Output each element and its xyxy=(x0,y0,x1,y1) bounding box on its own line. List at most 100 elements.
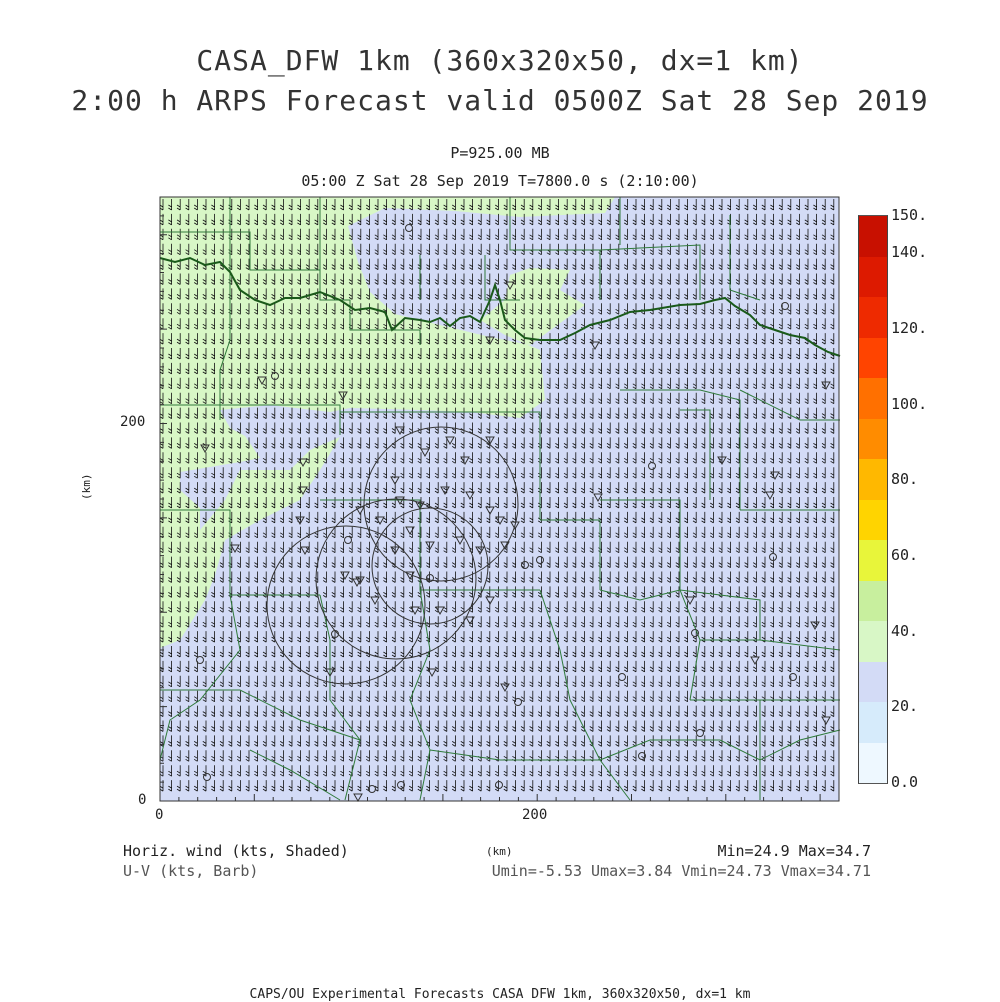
colorbar-segment xyxy=(858,336,888,378)
station-circle xyxy=(536,556,544,564)
station-triangle xyxy=(485,436,495,446)
radar-ring-inner xyxy=(371,507,489,625)
station-circle xyxy=(789,673,797,681)
station-triangle xyxy=(435,606,445,616)
station-triangle xyxy=(685,596,695,606)
wind-speed-shading xyxy=(160,197,839,801)
station-triangle xyxy=(353,793,363,803)
station-triangle xyxy=(765,491,775,501)
station-circle xyxy=(691,629,699,637)
station-triangle xyxy=(485,336,495,346)
y-tick-label-200: 200 xyxy=(120,414,146,430)
station-triangle xyxy=(200,444,210,454)
red-river-state-border xyxy=(159,256,841,357)
station-triangle xyxy=(427,668,437,678)
station-circle xyxy=(638,752,646,760)
colorbar-segment xyxy=(858,701,888,743)
station-triangle xyxy=(390,546,400,556)
station-circle xyxy=(781,302,789,310)
station-circle xyxy=(271,372,279,380)
station-triangle xyxy=(485,506,495,516)
colorbar-segment xyxy=(858,255,888,297)
station-triangle xyxy=(810,621,820,631)
station-triangle xyxy=(355,576,365,586)
field-min-max: Min=24.9 Max=34.7 xyxy=(717,842,871,860)
county-boundaries xyxy=(159,197,841,801)
colorbar-label: 0.0 xyxy=(891,773,919,791)
colorbar-segment xyxy=(858,498,888,540)
station-triangle xyxy=(355,506,365,516)
station-circle xyxy=(618,673,626,681)
station-triangle xyxy=(465,491,475,501)
shaded-field-label: Horiz. wind (kts, Shaded) xyxy=(123,842,349,860)
station-circle xyxy=(397,781,405,789)
station-triangle xyxy=(770,471,780,481)
station-triangle xyxy=(510,521,520,531)
colorbar-segment xyxy=(858,539,888,581)
station-triangle xyxy=(257,376,267,386)
station-circle xyxy=(495,781,503,789)
station-circle xyxy=(696,729,704,737)
colorbar-segment xyxy=(858,296,888,338)
station-markers xyxy=(196,224,831,803)
station-triangle xyxy=(593,493,603,503)
colorbar-segment xyxy=(858,458,888,500)
x-axis-unit: (km) xyxy=(486,845,513,858)
colorbar-segment xyxy=(858,620,888,662)
station-triangle xyxy=(495,516,505,526)
colorbar-label: 40. xyxy=(891,622,919,640)
barb-field-label: U-V (kts, Barb) xyxy=(123,862,259,880)
colorbar-segment xyxy=(858,417,888,459)
station-circle xyxy=(196,656,204,664)
station-circle xyxy=(405,224,413,232)
station-circle xyxy=(331,630,339,638)
x-tick-label-0: 0 xyxy=(155,807,164,823)
station-triangle xyxy=(821,381,831,391)
station-triangle xyxy=(505,281,515,291)
colorbar-segment xyxy=(858,741,888,784)
colorbar-label: 80. xyxy=(891,470,919,488)
station-triangle xyxy=(405,571,415,581)
station-circle xyxy=(769,553,777,561)
station-triangle xyxy=(338,391,348,401)
colorbar-label: 20. xyxy=(891,697,919,715)
station-triangle xyxy=(445,436,455,446)
y-tick-label-0: 0 xyxy=(138,792,147,808)
x-tick-label-200: 200 xyxy=(522,807,548,823)
station-circle xyxy=(368,785,376,793)
station-triangle xyxy=(440,486,450,496)
valid-time: 05:00 Z Sat 28 Sep 2019 T=7800.0 s (2:10… xyxy=(301,172,699,190)
station-triangle xyxy=(500,683,510,693)
station-triangle xyxy=(395,496,405,506)
station-triangle xyxy=(455,536,465,546)
colorbar-segment xyxy=(858,215,888,257)
station-triangle xyxy=(415,501,425,511)
station-triangle xyxy=(298,458,308,468)
colorbar-label: 150. xyxy=(891,206,928,224)
colorbar-label: 100. xyxy=(891,395,928,413)
station-circle xyxy=(648,462,656,470)
station-triangle xyxy=(590,341,600,351)
station-triangle xyxy=(395,426,405,436)
station-triangle xyxy=(352,578,362,588)
station-triangle xyxy=(390,476,400,486)
station-triangle xyxy=(298,486,308,496)
y-axis-unit: (km) xyxy=(80,473,93,501)
shading-high-speed-region xyxy=(160,197,615,648)
station-triangle xyxy=(370,596,380,606)
station-triangle xyxy=(485,596,495,606)
station-circle xyxy=(521,561,529,569)
station-triangle xyxy=(821,716,831,726)
radar-ring-north xyxy=(363,426,519,582)
colorbar-segment xyxy=(858,579,888,621)
station-circle xyxy=(514,698,522,706)
colorbar-label: 120. xyxy=(891,319,928,337)
station-circle xyxy=(426,574,434,582)
colorbar-label: 60. xyxy=(891,546,919,564)
station-triangle xyxy=(460,456,470,466)
station-triangle xyxy=(410,606,420,616)
uv-min-max: Umin=-5.53 Umax=3.84 Vmin=24.73 Vmax=34.… xyxy=(491,862,871,880)
station-triangle xyxy=(425,541,435,551)
axis-ticks xyxy=(159,196,840,802)
